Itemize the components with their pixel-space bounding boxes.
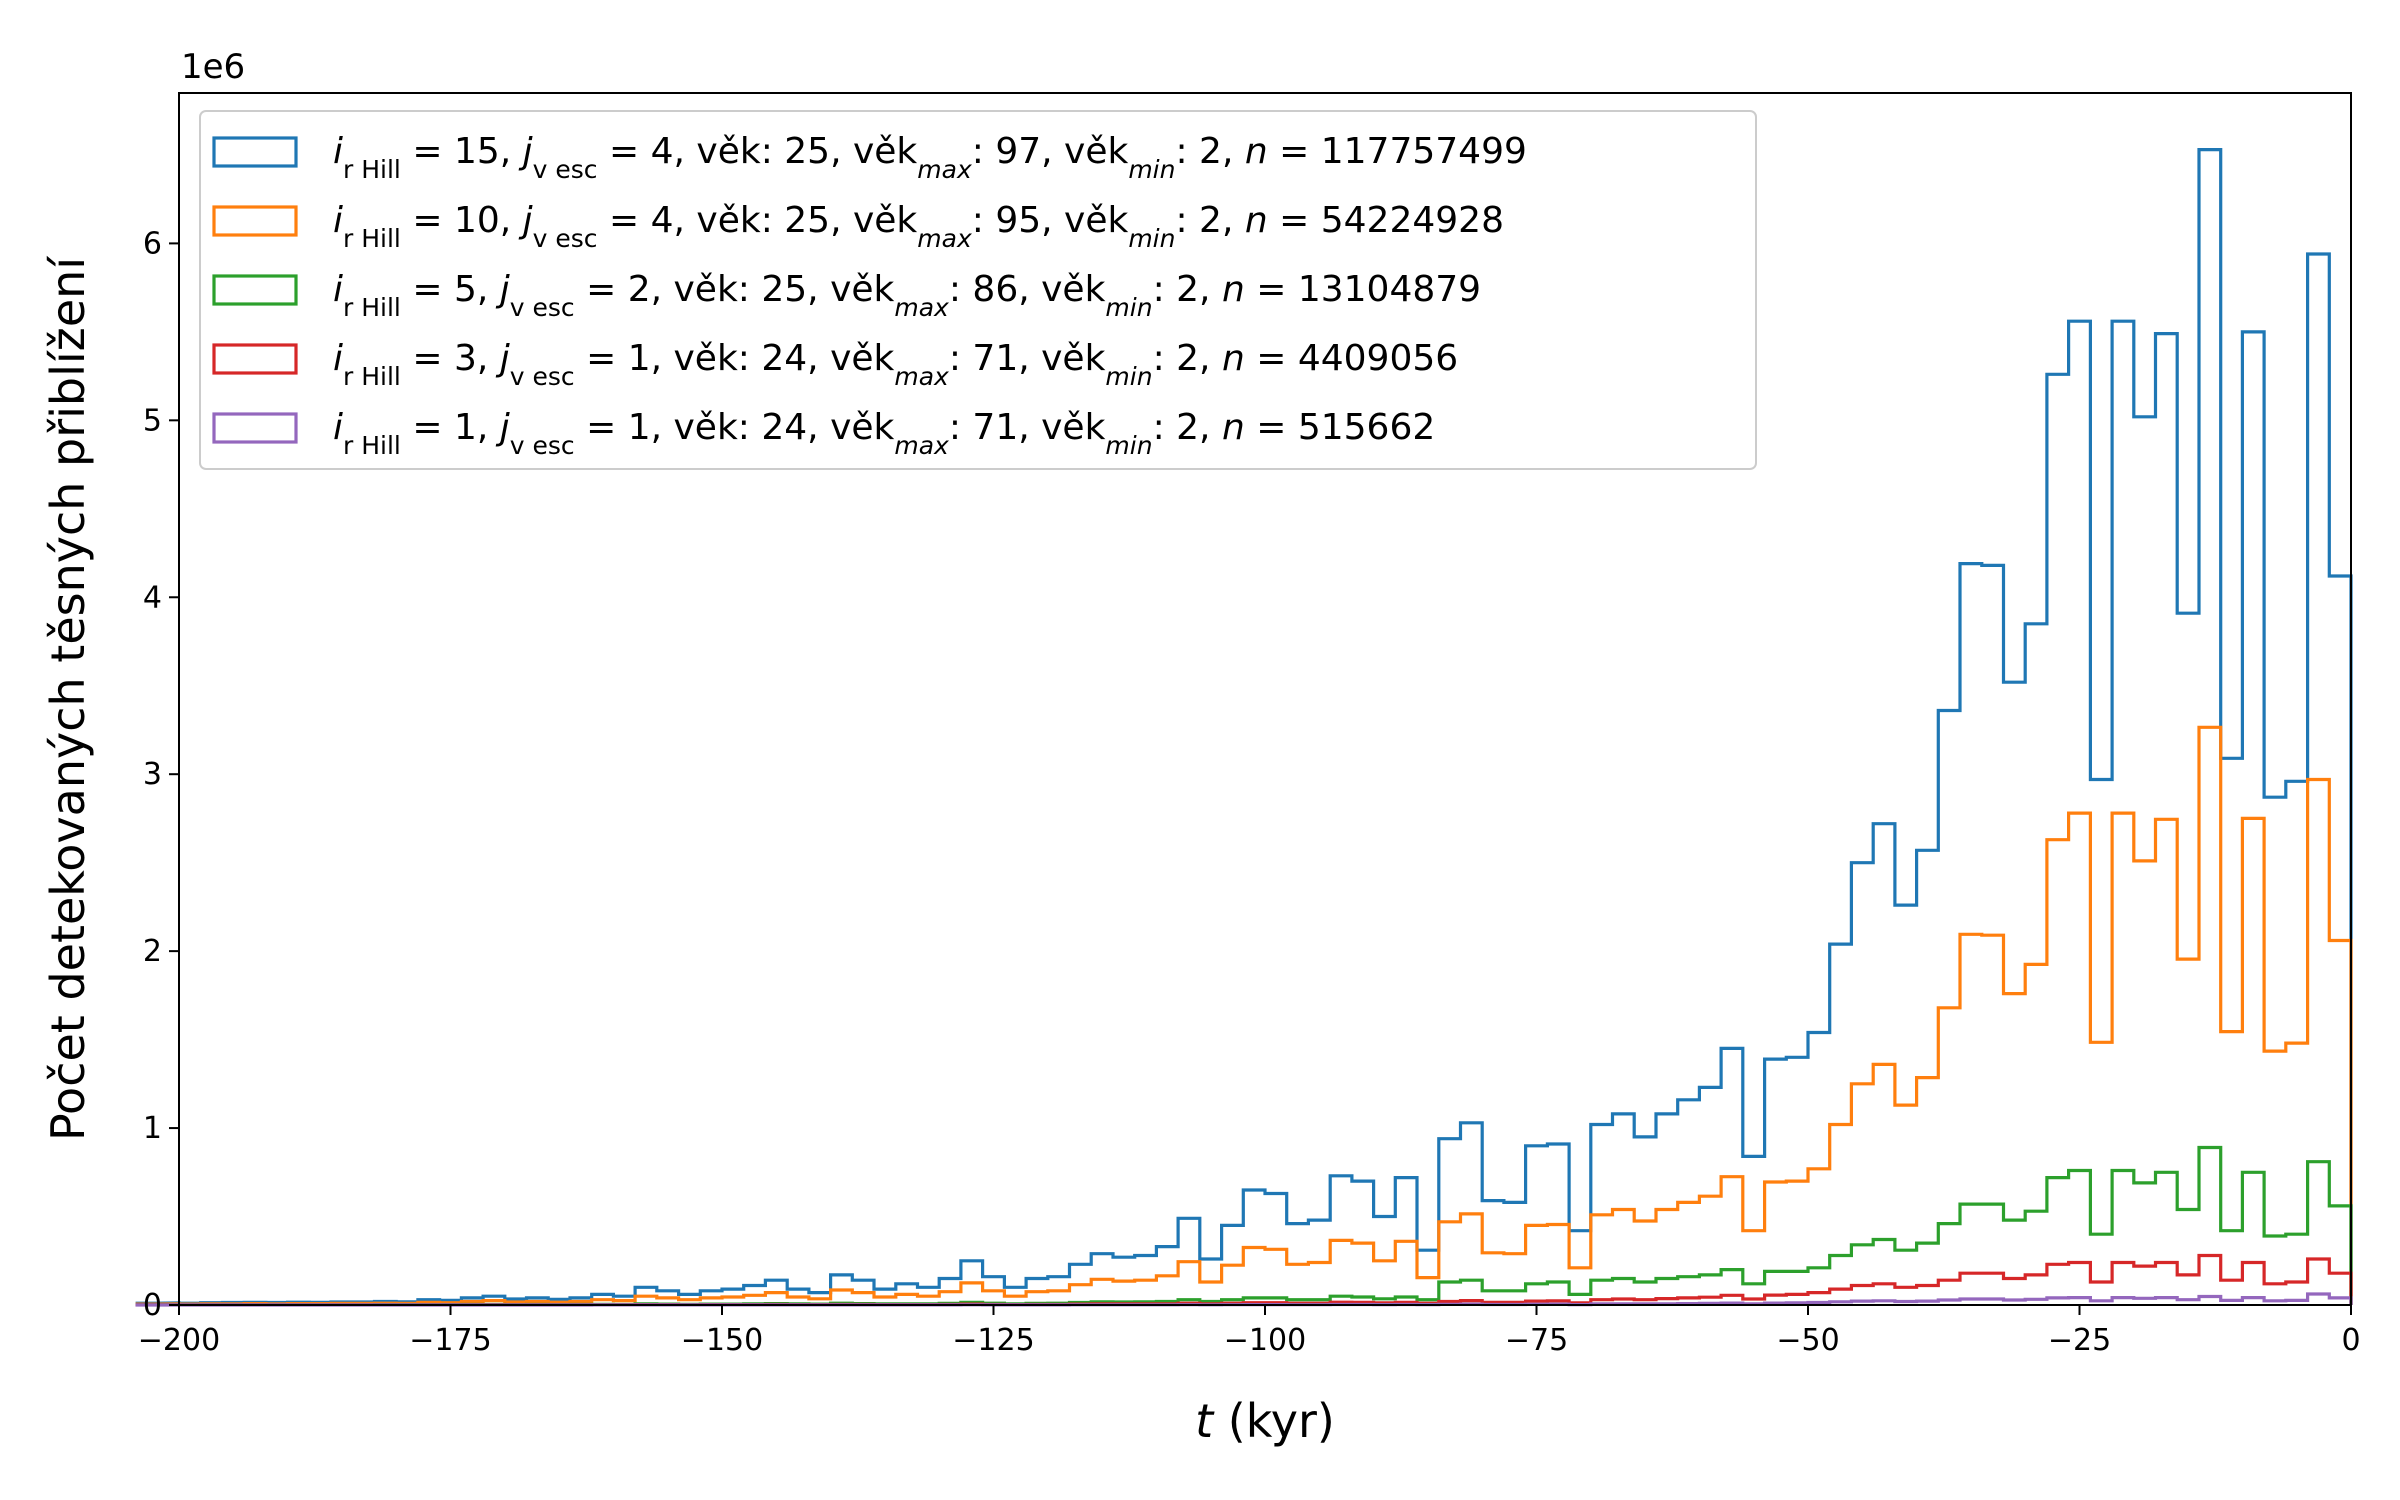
legend-entry-red: ir Hill = 3, jv esc = 1, věk: 24, věkmax… [333, 338, 1458, 391]
x-tick-label: −200 [138, 1323, 220, 1358]
y-tick-label: 5 [143, 403, 162, 438]
x-tick-label: −100 [1224, 1323, 1306, 1358]
x-axis-title: t (kyr) [1195, 1394, 1335, 1448]
y-tick-label: 3 [143, 757, 162, 792]
legend-entry-orange: ir Hill = 10, jv esc = 4, věk: 25, věkma… [333, 200, 1504, 253]
legend-box [199, 110, 1757, 470]
x-axis-unit: (kyr) [1213, 1394, 1335, 1448]
x-tick-label: −50 [1776, 1323, 1839, 1358]
y-offset-label: 1e6 [181, 47, 245, 87]
y-tick-label: 4 [143, 580, 162, 615]
series-blue-step-line [135, 148, 2353, 1305]
y-tick-label: 1 [143, 1111, 162, 1146]
legend: ir Hill = 15, jv esc = 4, věk: 25, věkma… [199, 110, 1757, 470]
y-tick-label: 0 [143, 1288, 162, 1323]
y-tick-label: 2 [143, 934, 162, 969]
legend-swatch-red [212, 343, 298, 375]
x-tick-label: −150 [681, 1323, 763, 1358]
x-axis: −200 −175 −150 −125 −100 −75 −50 −25 0 [138, 1305, 2361, 1358]
y-axis-title: Počet detekovaných těsných přiblížení [41, 256, 95, 1141]
x-tick-label: −25 [2048, 1323, 2111, 1358]
legend-swatch-purple [212, 412, 298, 444]
legend-swatch-blue [212, 136, 298, 168]
legend-entry-blue: ir Hill = 15, jv esc = 4, věk: 25, věkma… [333, 131, 1527, 184]
x-tick-label: −125 [952, 1323, 1034, 1358]
legend-swatch-green [212, 274, 298, 306]
x-axis-var: t [1195, 1394, 1215, 1448]
legend-entry-green: ir Hill = 5, jv esc = 2, věk: 25, věkmax… [333, 269, 1481, 322]
y-tick-label: 6 [143, 226, 162, 261]
legend-entry-purple: ir Hill = 1, jv esc = 1, věk: 24, věkmax… [333, 407, 1435, 460]
series-orange-step-line [135, 725, 2353, 1306]
x-tick-label: −75 [1505, 1323, 1568, 1358]
legend-swatch-orange [212, 205, 298, 237]
x-tick-label: 0 [2341, 1323, 2360, 1358]
y-axis: 0 1 2 3 4 5 6 [143, 226, 179, 1323]
x-tick-label: −175 [409, 1323, 491, 1358]
